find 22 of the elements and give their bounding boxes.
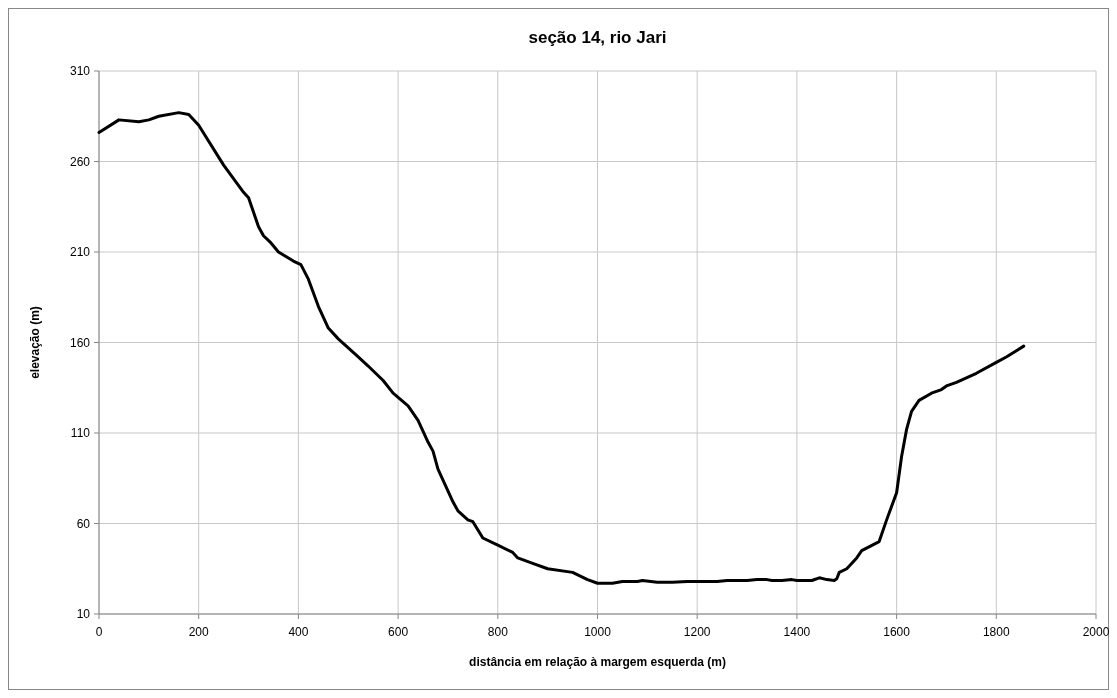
x-tick-label: 400 <box>288 625 309 639</box>
x-tick-label: 1000 <box>584 625 612 639</box>
x-tick-label: 200 <box>188 625 210 639</box>
y-tick-label: 10 <box>76 607 91 622</box>
y-tick-label: 160 <box>69 335 91 350</box>
x-tick-label: 2000 <box>1082 625 1110 639</box>
x-tick-label: 0 <box>95 625 103 639</box>
y-axis-title: elevação (m) <box>28 306 42 379</box>
y-tick-label: 310 <box>69 64 91 79</box>
x-tick-label: 1600 <box>883 625 911 639</box>
y-tick-label: 260 <box>69 154 91 169</box>
x-tick-label: 1400 <box>783 625 811 639</box>
y-tick-label: 60 <box>76 516 91 531</box>
y-tick-label: 210 <box>69 245 91 260</box>
y-tick-label: 110 <box>70 426 91 441</box>
x-axis-title: distância em relação à margem esquerda (m) <box>469 655 726 669</box>
x-tick-label: 1200 <box>683 625 711 639</box>
x-tick-label: 1800 <box>982 625 1010 639</box>
x-tick-label: 800 <box>487 625 509 639</box>
x-tick-label: 600 <box>388 625 409 639</box>
line-series <box>97 111 1026 585</box>
chart-title: seção 14, rio Jari <box>528 28 667 47</box>
